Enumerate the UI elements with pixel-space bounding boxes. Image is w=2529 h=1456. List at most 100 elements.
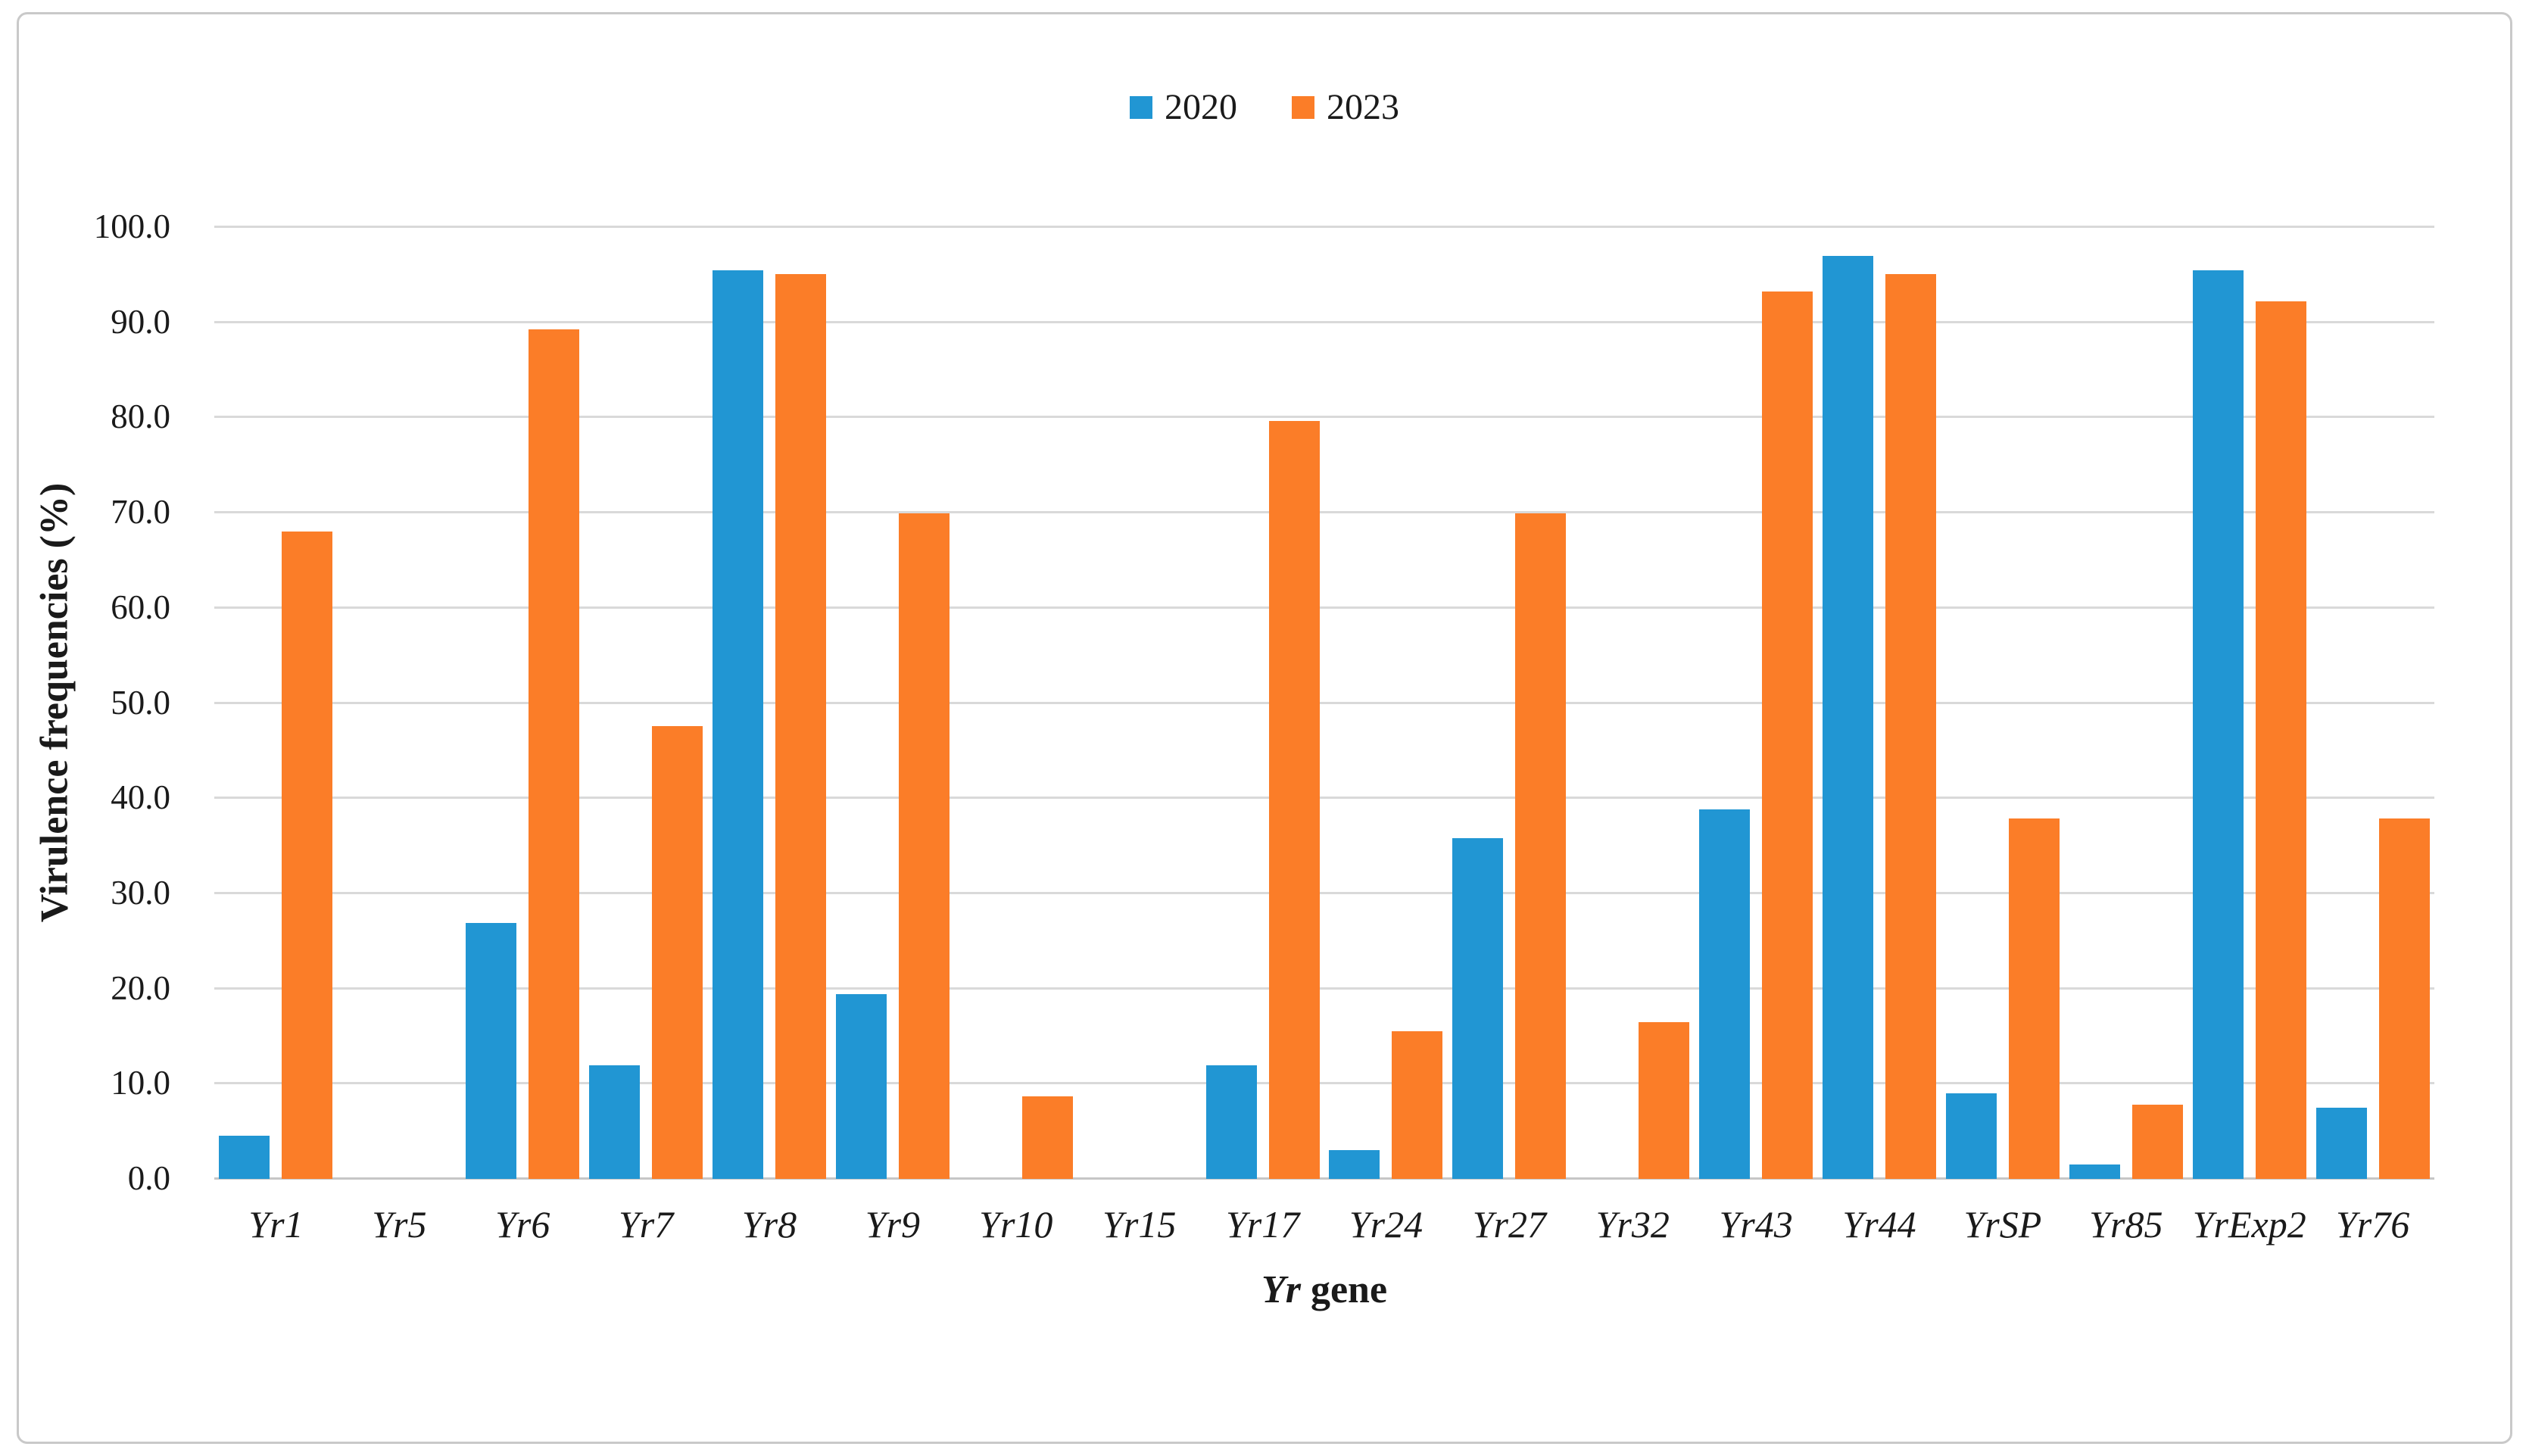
- x-category-label-Yr15: Yr15: [1102, 1203, 1177, 1246]
- x-axis-line: [214, 1177, 2434, 1180]
- y-tick-label-30.0: 30.0: [111, 873, 170, 912]
- bar-Yr9-2020: [835, 994, 887, 1179]
- gridline-60: [214, 606, 2434, 609]
- legend-swatch-icon: [1130, 96, 1152, 119]
- bar-Yr76-2023: [2378, 818, 2430, 1179]
- y-tick-label-80.0: 80.0: [111, 398, 170, 436]
- x-category-label-Yr1: Yr1: [248, 1203, 304, 1246]
- y-axis-tick-labels: 0.0 10.0 20.0 30.0 40.0 50.0 60.0 70.0 80.0 90.0 1…: [0, 210, 186, 1196]
- x-category-label-YrExp2: YrExp2: [2192, 1203, 2306, 1246]
- gridline-30: [214, 891, 2434, 894]
- gridline-90: [214, 320, 2434, 323]
- legend-item-2020: 2020: [1130, 89, 1237, 126]
- x-category-label-Yr24: Yr24: [1349, 1203, 1424, 1246]
- y-tick-label-60.0: 60.0: [111, 588, 170, 626]
- x-category-label-Yr6: Yr6: [495, 1203, 550, 1246]
- category-group-Yr85: [2064, 227, 2188, 1179]
- category-group-Yr1: [214, 227, 338, 1179]
- gridline-80: [214, 416, 2434, 419]
- category-group-Yr8: [708, 227, 831, 1179]
- category-group-Yr9: [831, 227, 954, 1179]
- bar-Yr32-2023: [1639, 1021, 1690, 1179]
- bar-Yr8-2023: [775, 273, 826, 1179]
- bar-Yr9-2023: [898, 513, 950, 1179]
- bar-Yr10-2023: [1021, 1096, 1073, 1179]
- y-tick-label-0.0: 0.0: [127, 1159, 170, 1197]
- bar-Yr85-2020: [2069, 1164, 2120, 1179]
- legend-swatch-icon: [1292, 96, 1314, 119]
- bars-container: [214, 227, 2434, 1179]
- category-group-Yr10: [954, 227, 1077, 1179]
- bar-Yr27-2023: [1515, 513, 1567, 1179]
- chart-legend: 2020 2023: [0, 89, 2529, 126]
- y-tick-label-90.0: 90.0: [111, 302, 170, 341]
- bar-Yr43-2020: [1699, 809, 1751, 1179]
- x-category-label-Yr10: Yr10: [979, 1203, 1053, 1246]
- bar-YrExp2-2020: [2192, 270, 2244, 1179]
- x-category-label-Yr85: Yr85: [2089, 1203, 2163, 1246]
- gridline-100: [214, 226, 2434, 228]
- y-tick-label-70.0: 70.0: [111, 493, 170, 532]
- category-group-Yr24: [1324, 227, 1448, 1179]
- x-category-label-Yr27: Yr27: [1472, 1203, 1546, 1246]
- category-group-Yr76: [2311, 227, 2434, 1179]
- x-axis-title-italic: Yr: [1261, 1268, 1301, 1311]
- bar-YrExp2-2023: [2255, 301, 2306, 1179]
- category-group-Yr5: [338, 227, 461, 1179]
- bar-Yr17-2023: [1268, 421, 1320, 1179]
- bar-YrSP-2023: [2008, 818, 2060, 1179]
- bar-Yr6-2020: [466, 922, 517, 1179]
- x-axis-title: Yr gene: [214, 1270, 2434, 1310]
- category-group-YrExp2: [2188, 227, 2311, 1179]
- y-tick-label-40.0: 40.0: [111, 778, 170, 817]
- category-group-Yr44: [1818, 227, 1941, 1179]
- bar-Yr76-2020: [2315, 1107, 2367, 1179]
- x-category-label-Yr17: Yr17: [1225, 1203, 1300, 1246]
- bar-Yr17-2020: [1205, 1065, 1257, 1179]
- category-group-Yr15: [1077, 227, 1201, 1179]
- bar-Yr44-2023: [1885, 273, 1937, 1179]
- y-tick-label-100.0: 100.0: [93, 207, 170, 245]
- y-tick-label-10.0: 10.0: [111, 1064, 170, 1102]
- category-group-Yr17: [1201, 227, 1324, 1179]
- bar-Yr8-2020: [713, 270, 763, 1179]
- gridline-50: [214, 701, 2434, 704]
- category-group-YrSP: [1941, 227, 2064, 1179]
- gridline-10: [214, 1082, 2434, 1085]
- x-category-label-Yr5: Yr5: [372, 1203, 427, 1246]
- category-group-Yr32: [1571, 227, 1695, 1179]
- x-category-label-Yr43: Yr43: [1719, 1203, 1793, 1246]
- y-tick-label-20.0: 20.0: [111, 968, 170, 1007]
- bar-Yr7-2020: [589, 1065, 641, 1179]
- gridline-20: [214, 987, 2434, 990]
- category-group-Yr27: [1448, 227, 1571, 1179]
- y-tick-label-50.0: 50.0: [111, 683, 170, 722]
- legend-label: 2020: [1165, 87, 1237, 127]
- x-category-label-YrSP: YrSP: [1963, 1203, 2042, 1246]
- legend-item-2023: 2023: [1292, 89, 1399, 126]
- legend-label: 2023: [1327, 87, 1399, 127]
- x-axis-category-labels: Yr1 Yr5 Yr6 Yr7 Yr8 Yr9 Yr10 Yr15 Yr17 Yr24 Yr27 Yr…: [214, 1205, 2434, 1243]
- gridline-40: [214, 797, 2434, 800]
- bar-Yr24-2020: [1329, 1150, 1380, 1179]
- bar-Yr44-2020: [1823, 255, 1874, 1179]
- bar-Yr7-2023: [652, 725, 703, 1179]
- x-category-label-Yr7: Yr7: [618, 1203, 674, 1246]
- x-category-label-Yr9: Yr9: [865, 1203, 921, 1246]
- bar-Yr1-2023: [282, 532, 333, 1179]
- x-category-label-Yr76: Yr76: [2335, 1203, 2410, 1246]
- plot-area: [214, 226, 2434, 1180]
- x-category-label-Yr32: Yr32: [1595, 1203, 1670, 1246]
- x-category-label-Yr44: Yr44: [1842, 1203, 1916, 1246]
- x-axis-title-regular: gene: [1300, 1268, 1388, 1311]
- bar-Yr24-2023: [1392, 1031, 1443, 1179]
- category-group-Yr7: [585, 227, 708, 1179]
- bar-Yr1-2020: [219, 1136, 270, 1179]
- category-group-Yr43: [1695, 227, 1818, 1179]
- bar-Yr43-2023: [1762, 292, 1813, 1179]
- x-category-label-Yr8: Yr8: [741, 1203, 797, 1246]
- bar-YrSP-2020: [1945, 1093, 1997, 1179]
- gridline-70: [214, 511, 2434, 514]
- bar-Yr6-2023: [529, 329, 580, 1179]
